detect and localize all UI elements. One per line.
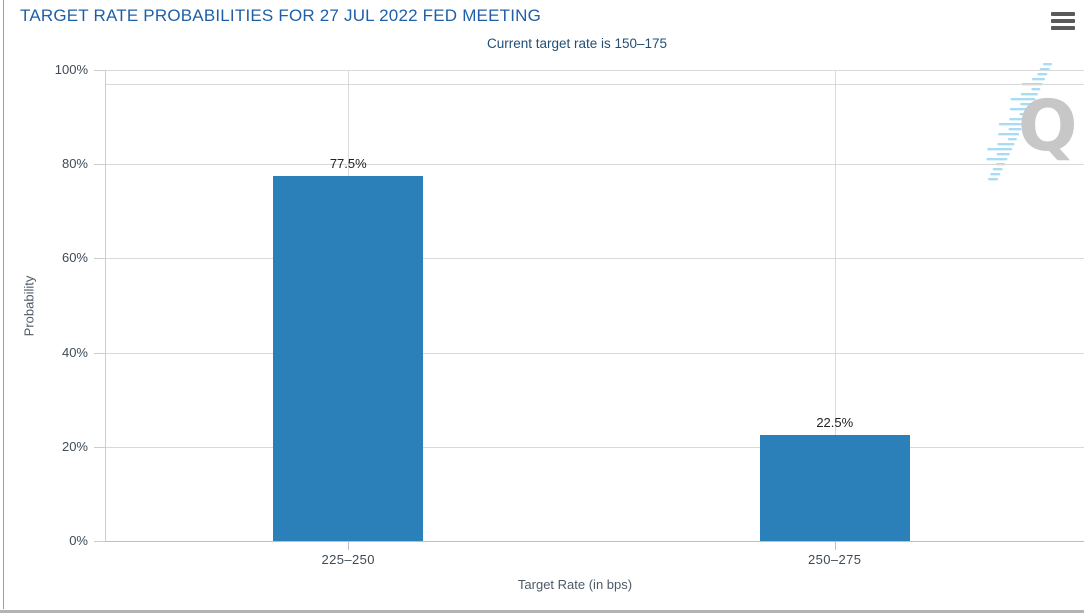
- watermark-dash: [988, 178, 998, 181]
- bar-column[interactable]: [273, 175, 424, 541]
- y-axis-title: Probability: [21, 275, 37, 337]
- hamburger-icon: [1051, 19, 1075, 23]
- x-gridline: [834, 70, 836, 541]
- y-axis-tick: [94, 258, 105, 260]
- watermark-dash: [992, 168, 1003, 171]
- watermark-dash: [1007, 138, 1017, 141]
- x-axis-tick: [834, 541, 836, 550]
- watermark-dash: [990, 173, 1001, 176]
- hamburger-icon: [1051, 12, 1075, 16]
- y-gridline: [105, 352, 1084, 354]
- y-axis-label: 0%: [69, 533, 88, 548]
- bar-value-label: 77.5%: [329, 155, 367, 171]
- bar-value-label: 22.5%: [816, 415, 854, 431]
- watermark-q-letter: Q: [1018, 85, 1078, 167]
- y-axis-tick: [94, 164, 105, 166]
- y-axis-tick: [94, 352, 105, 354]
- watermark-dash: [996, 153, 1010, 156]
- y-gridline: [105, 258, 1084, 260]
- y-gridline: [105, 70, 1084, 71]
- chart-title: TARGET RATE PROBABILITIES FOR 27 JUL 202…: [20, 6, 542, 25]
- y-axis-tick: [94, 70, 105, 71]
- chart-subtitle: Current target rate is 150–175: [486, 36, 668, 51]
- watermark-dash: [1019, 113, 1029, 116]
- watermark-hash-lines: [986, 63, 1052, 181]
- watermark-dash: [998, 123, 1024, 126]
- y-axis-tick: [94, 541, 105, 542]
- x-axis-line: [105, 541, 1084, 542]
- watermark-dash: [1008, 128, 1022, 131]
- watermark-dash: [1037, 73, 1048, 76]
- watermark-dash: [1032, 78, 1045, 81]
- chart-export-menu-button[interactable]: [1051, 12, 1077, 30]
- x-axis-label: 225–250: [321, 552, 375, 567]
- panel-left-border: [3, 0, 4, 609]
- y-axis-tick: [94, 446, 105, 448]
- hamburger-icon: [1051, 26, 1075, 30]
- watermark-dash: [1009, 108, 1031, 111]
- y-axis-label: 100%: [54, 62, 88, 77]
- panel-bottom-border: [0, 610, 1084, 613]
- watermark-dash: [987, 148, 1013, 151]
- watermark-dash: [1009, 118, 1027, 121]
- quikstrike-watermark: Q: [986, 63, 1078, 181]
- watermark-dash: [1020, 103, 1034, 106]
- watermark-dash: [1031, 88, 1041, 91]
- x-axis-title: Target Rate (in bps): [517, 577, 633, 592]
- watermark-dash: [997, 143, 1015, 146]
- watermark-dash: [1010, 98, 1036, 101]
- watermark-dash: [1020, 93, 1038, 96]
- plot-line: [105, 84, 1084, 85]
- watermark-dash: [986, 158, 1008, 161]
- y-axis-label: 20%: [61, 438, 88, 454]
- y-gridline: [105, 446, 1084, 448]
- y-axis-label: 40%: [61, 344, 88, 360]
- y-axis-label: 80%: [61, 156, 88, 172]
- watermark-dash: [1043, 63, 1052, 66]
- watermark-dash: [998, 133, 1020, 136]
- bar-column[interactable]: [759, 435, 910, 541]
- watermark-dash: [1039, 68, 1050, 71]
- y-gridline: [105, 164, 1084, 166]
- x-axis-label: 250–275: [808, 552, 862, 567]
- y-axis-line: [105, 70, 106, 541]
- x-axis-tick: [348, 541, 350, 550]
- y-axis-label: 60%: [61, 250, 88, 266]
